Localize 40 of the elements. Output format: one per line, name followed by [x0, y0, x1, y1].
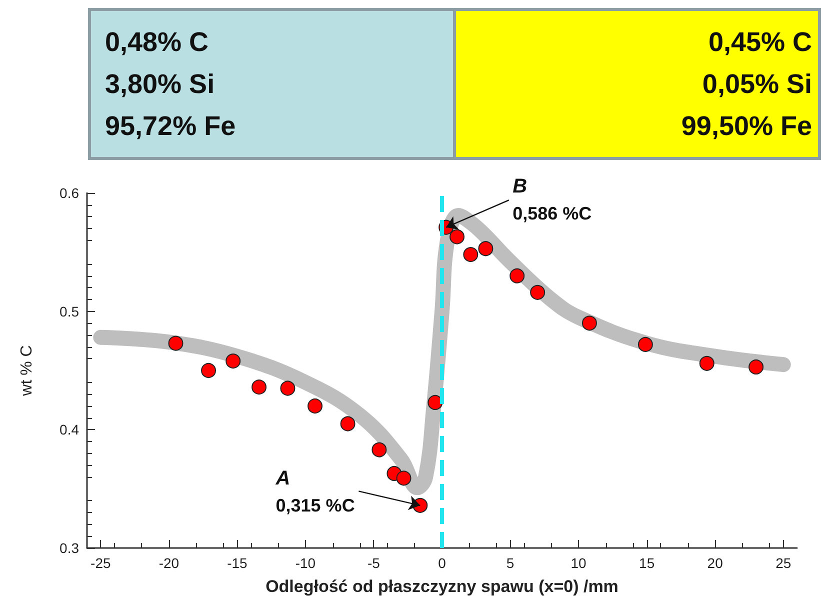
x-tick-label: 10 — [570, 555, 587, 571]
x-tick-label: 5 — [506, 555, 514, 571]
point — [340, 416, 356, 432]
point — [450, 229, 465, 244]
x-tick-label: -25 — [90, 555, 111, 571]
point — [463, 247, 478, 262]
point — [478, 241, 494, 256]
point — [582, 316, 597, 331]
x-tick-label: 20 — [707, 555, 724, 571]
x-tick-label: -20 — [158, 555, 180, 571]
point — [372, 442, 387, 458]
point — [638, 336, 653, 352]
y-tick-label: 0.5 — [60, 303, 80, 320]
x-tick-label: 0 — [438, 555, 446, 571]
x-axis-title: Odległość od płaszczyzny spawu (x=0) /mm — [266, 577, 618, 596]
point — [201, 363, 216, 378]
point — [168, 336, 184, 351]
y-tick-label: 0.3 — [60, 540, 80, 556]
point — [510, 268, 525, 284]
point — [280, 380, 296, 396]
x-tick-label: 25 — [776, 555, 792, 571]
point — [699, 356, 714, 371]
x-tick-label: 15 — [639, 555, 655, 571]
annotation: B 0,586 %C — [512, 176, 592, 224]
y-axis-title: wt % C — [18, 345, 36, 397]
point — [748, 359, 764, 374]
point — [252, 380, 267, 395]
point — [226, 354, 241, 369]
y-tick-label: 0.4 — [60, 422, 80, 438]
annotation: A 0,315 %C — [274, 467, 355, 516]
point — [428, 394, 443, 410]
point — [530, 284, 546, 300]
text: 0,45% C 0,05% Si 99,50% Fe — [681, 26, 812, 142]
x-tick-label: -10 — [295, 555, 316, 571]
point — [396, 470, 412, 486]
y-tick-label: 0.6 — [60, 185, 80, 201]
x-tick-label: -5 — [368, 555, 380, 571]
x-tick-label: -15 — [227, 555, 248, 571]
text: 0,48% C 3,80% Si 95,72% Fe — [105, 26, 236, 142]
point — [308, 398, 323, 414]
